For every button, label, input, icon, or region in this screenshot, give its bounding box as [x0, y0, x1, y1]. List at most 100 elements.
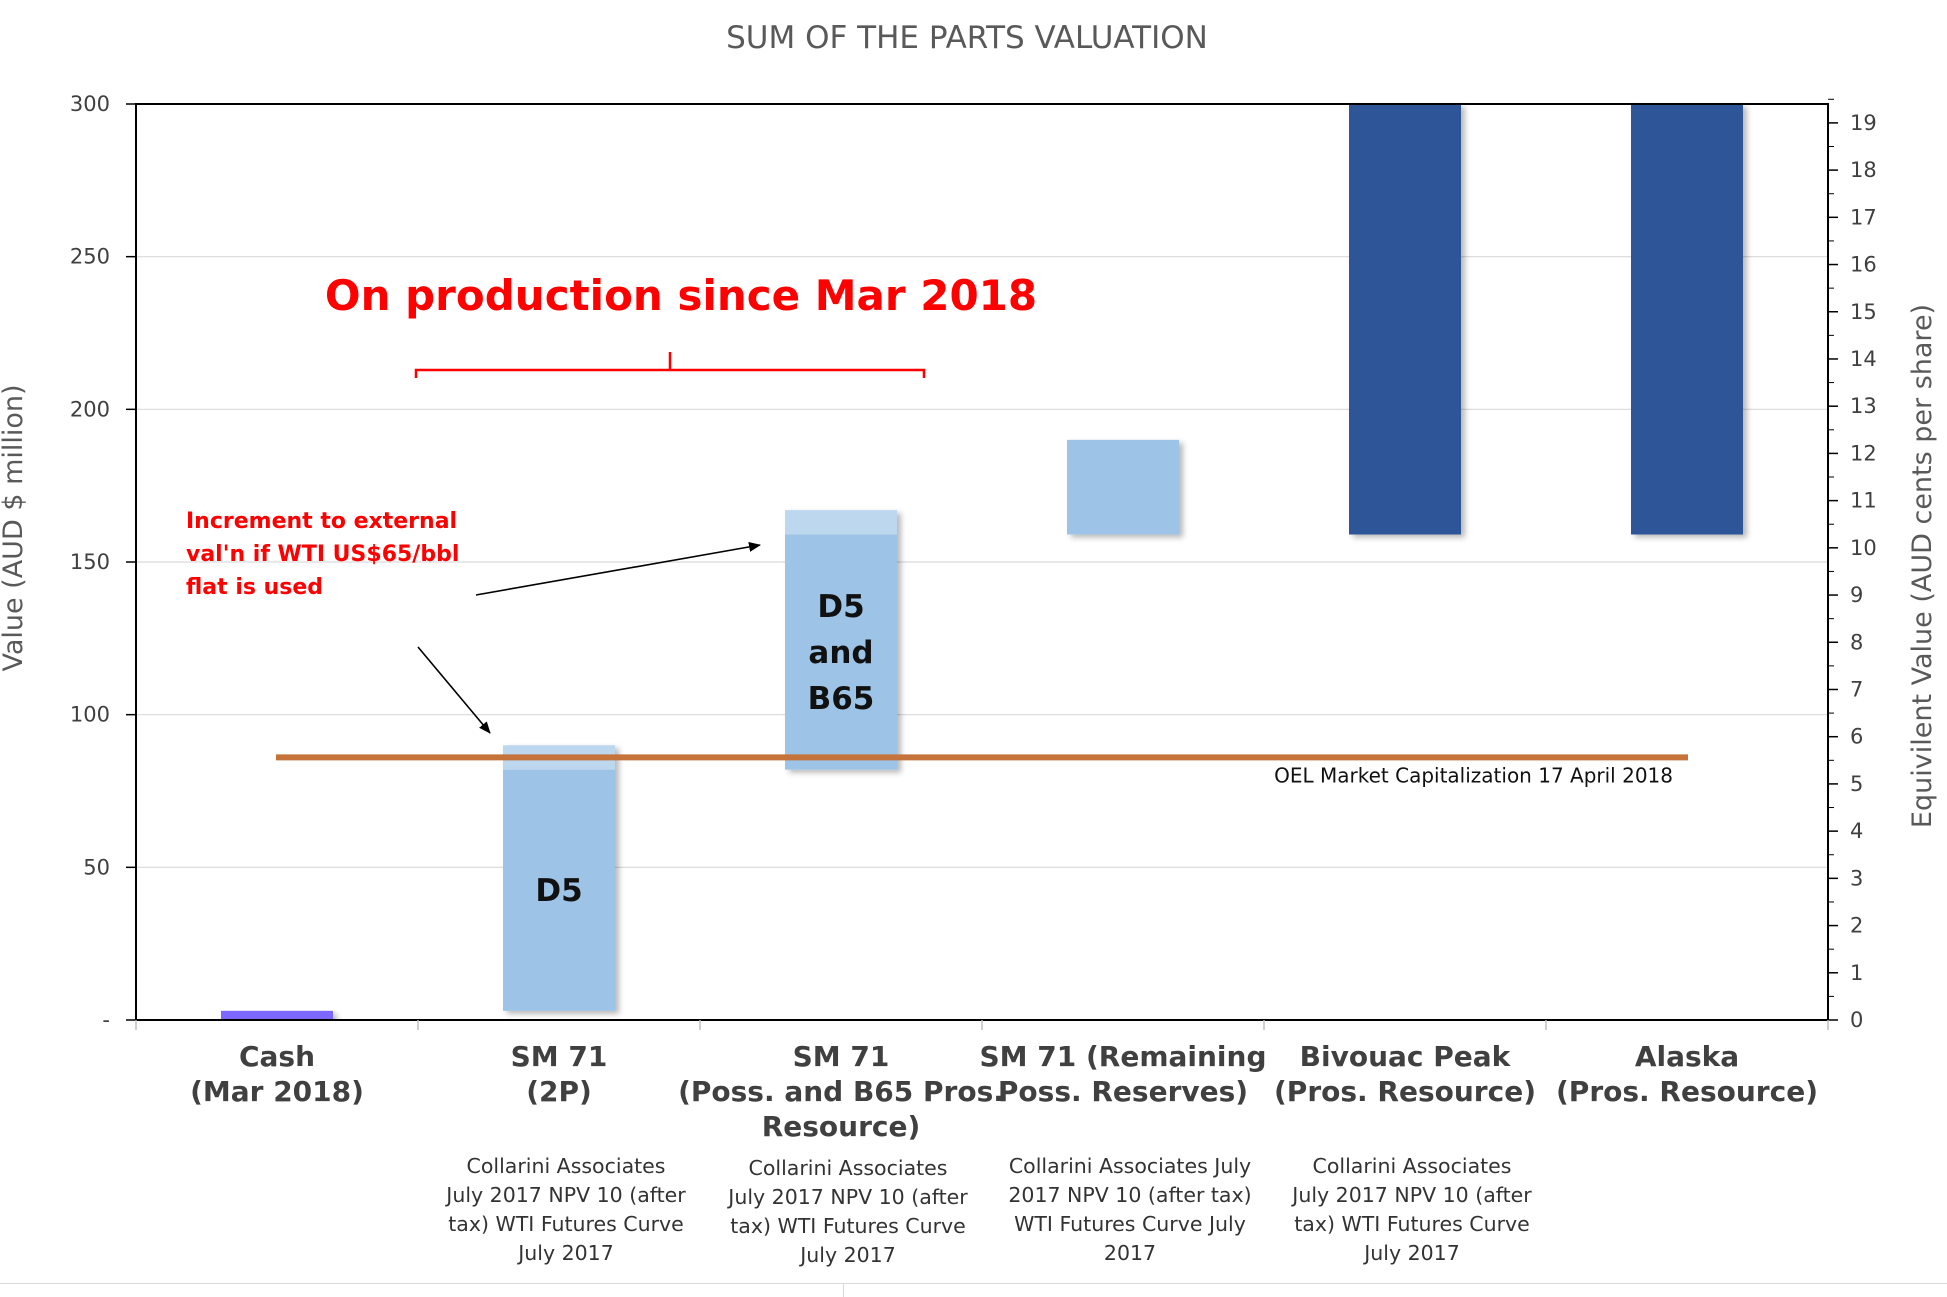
y-tick-label: - — [102, 1008, 110, 1032]
y2-tick-label: 17 — [1850, 205, 1877, 229]
category-note: Collarini Associates July 2017 NPV 10 (af… — [1290, 1154, 1532, 1265]
production-bracket — [414, 352, 926, 378]
bar-segment — [503, 769, 615, 1011]
y2-tick-label: 15 — [1850, 300, 1877, 324]
y2-tick-label: 10 — [1850, 536, 1877, 560]
bar — [221, 1010, 333, 1020]
category-label-line: (Poss. and B65 Pros. — [678, 1075, 1004, 1108]
x-axis: Cash (Mar 2018)SM 71 (2P)Collarini Associa… — [135, 1020, 1829, 1267]
primary-y-axis: - 50 100 150 200 250 300 — [70, 92, 136, 1032]
category-label: SM 71 (2P) — [511, 1040, 608, 1108]
y2-tick-label: 8 — [1850, 630, 1863, 654]
category-label-line: (Mar 2018) — [190, 1075, 364, 1108]
bar — [503, 745, 615, 1011]
increment-annotation: Increment to external val'n if WTI US$65/… — [186, 509, 761, 734]
bar-label: D5 and B65 — [808, 589, 875, 717]
y2-tick-label: 18 — [1850, 158, 1877, 182]
category-note-line: July 2017 — [1362, 1241, 1460, 1265]
increment-note-line: val'n if WTI US$65/bbl — [186, 542, 459, 567]
y2-tick-label: 19 — [1850, 111, 1877, 135]
y2-tick-label: 0 — [1850, 1008, 1863, 1032]
category-note-line: July 2017 NPV 10 (after — [444, 1183, 686, 1207]
category-label-line: SM 71 — [511, 1040, 608, 1073]
category-note-line: Collarini Associates July — [1009, 1154, 1251, 1178]
bar-increment-segment — [785, 510, 897, 535]
arrow-to-sm71-2p — [417, 646, 491, 734]
y2-tick-label: 3 — [1850, 866, 1863, 890]
y2-tick-label: 1 — [1850, 961, 1863, 985]
category-note-line: Collarini Associates — [749, 1156, 948, 1180]
y2-axis-label: Equivilent Value (AUD cents per share) — [1907, 304, 1938, 828]
y2-tick-label: 5 — [1850, 772, 1863, 796]
bar — [785, 510, 897, 770]
category-label-line: Cash — [239, 1040, 315, 1073]
bar-label-line: D5 — [817, 589, 864, 625]
bar-segment — [785, 534, 897, 770]
production-annotation: On production since Mar 2018 — [325, 271, 1037, 378]
chart-title: SUM OF THE PARTS VALUATION — [726, 20, 1208, 56]
y-tick-label: 150 — [70, 550, 110, 574]
y2-tick-label: 13 — [1850, 394, 1877, 418]
market-cap-label: OEL Market Capitalization 17 April 2018 — [1274, 763, 1673, 787]
category-note-line: Collarini Associates — [467, 1154, 666, 1178]
bar-label: D5 — [535, 873, 582, 909]
bottom-divider — [0, 1283, 1947, 1284]
y-tick-label: 100 — [70, 703, 110, 727]
bar-segment — [1349, 104, 1461, 535]
increment-note-line: flat is used — [186, 575, 323, 600]
bar-segment — [1067, 439, 1179, 535]
y-axis-label: Value (AUD $ million) — [0, 384, 29, 671]
category-label-line: (Pros. Resource) — [1274, 1075, 1536, 1108]
arrow-to-sm71-poss — [475, 541, 761, 596]
y-tick-label: 300 — [70, 92, 110, 116]
category-note: Collarini Associates July 2017 NPV 10 (af… — [444, 1154, 686, 1265]
production-label: On production since Mar 2018 — [325, 271, 1037, 320]
category-label: SM 71 (Remaining Poss. Reserves) — [979, 1040, 1266, 1108]
category-note: Collarini Associates July 2017 NPV 10 (af… — [1008, 1154, 1251, 1265]
bar — [1349, 104, 1461, 535]
market-cap-line-group: OEL Market Capitalization 17 April 2018 — [276, 754, 1688, 787]
category-label-line: SM 71 — [793, 1040, 890, 1073]
y2-tick-label: 11 — [1850, 489, 1877, 513]
category-label-line: Poss. Reserves) — [998, 1075, 1248, 1108]
gridlines — [136, 256, 1828, 868]
category-note-line: 2017 NPV 10 (after tax) — [1008, 1183, 1251, 1207]
category-note-line: tax) WTI Futures Curve — [448, 1212, 684, 1236]
category-note-line: July 2017 NPV 10 (after — [726, 1185, 968, 1209]
y2-tick-label: 2 — [1850, 914, 1863, 938]
y-tick-label: 250 — [70, 245, 110, 269]
y2-tick-label: 16 — [1850, 253, 1877, 277]
bar-label-line: and — [808, 635, 873, 671]
category-note-line: July 2017 NPV 10 (after — [1290, 1183, 1532, 1207]
category-note-line: July 2017 — [516, 1241, 614, 1265]
bar-series: D5 D5 and B65 — [221, 104, 1743, 1020]
category-label: Alaska (Pros. Resource) — [1556, 1040, 1818, 1108]
bar-segment — [1631, 104, 1743, 535]
category-note-line: WTI Futures Curve July — [1014, 1212, 1246, 1236]
category-label: Bivouac Peak (Pros. Resource) — [1274, 1040, 1536, 1108]
category-note-line: Collarini Associates — [1313, 1154, 1512, 1178]
increment-note: Increment to external val'n if WTI US$65/… — [186, 509, 459, 600]
category-label-line: (2P) — [526, 1075, 592, 1108]
y2-tick-label: 9 — [1850, 583, 1863, 607]
category-label-line: Resource) — [762, 1110, 921, 1143]
bar-label-line: B65 — [808, 681, 875, 717]
category-label: SM 71 (Poss. and B65 Pros. Resource) — [678, 1040, 1004, 1143]
category-label-line: Bivouac Peak — [1300, 1040, 1512, 1073]
y2-tick-label: 4 — [1850, 819, 1863, 843]
bar — [1631, 104, 1743, 535]
category-label-line: SM 71 (Remaining — [979, 1040, 1266, 1073]
category-label-line: (Pros. Resource) — [1556, 1075, 1818, 1108]
category-note-line: 2017 — [1104, 1241, 1156, 1265]
increment-note-line: Increment to external — [186, 509, 457, 534]
category-label-line: Alaska — [1635, 1040, 1739, 1073]
bar-label-line: D5 — [535, 873, 582, 909]
bar — [1067, 439, 1179, 535]
y2-tick-label: 7 — [1850, 677, 1863, 701]
y2-tick-label: 6 — [1850, 725, 1863, 749]
bottom-divider-tick — [843, 1283, 844, 1297]
category-note: Collarini Associates July 2017 NPV 10 (af… — [726, 1156, 968, 1267]
category-note-line: tax) WTI Futures Curve — [1294, 1212, 1530, 1236]
